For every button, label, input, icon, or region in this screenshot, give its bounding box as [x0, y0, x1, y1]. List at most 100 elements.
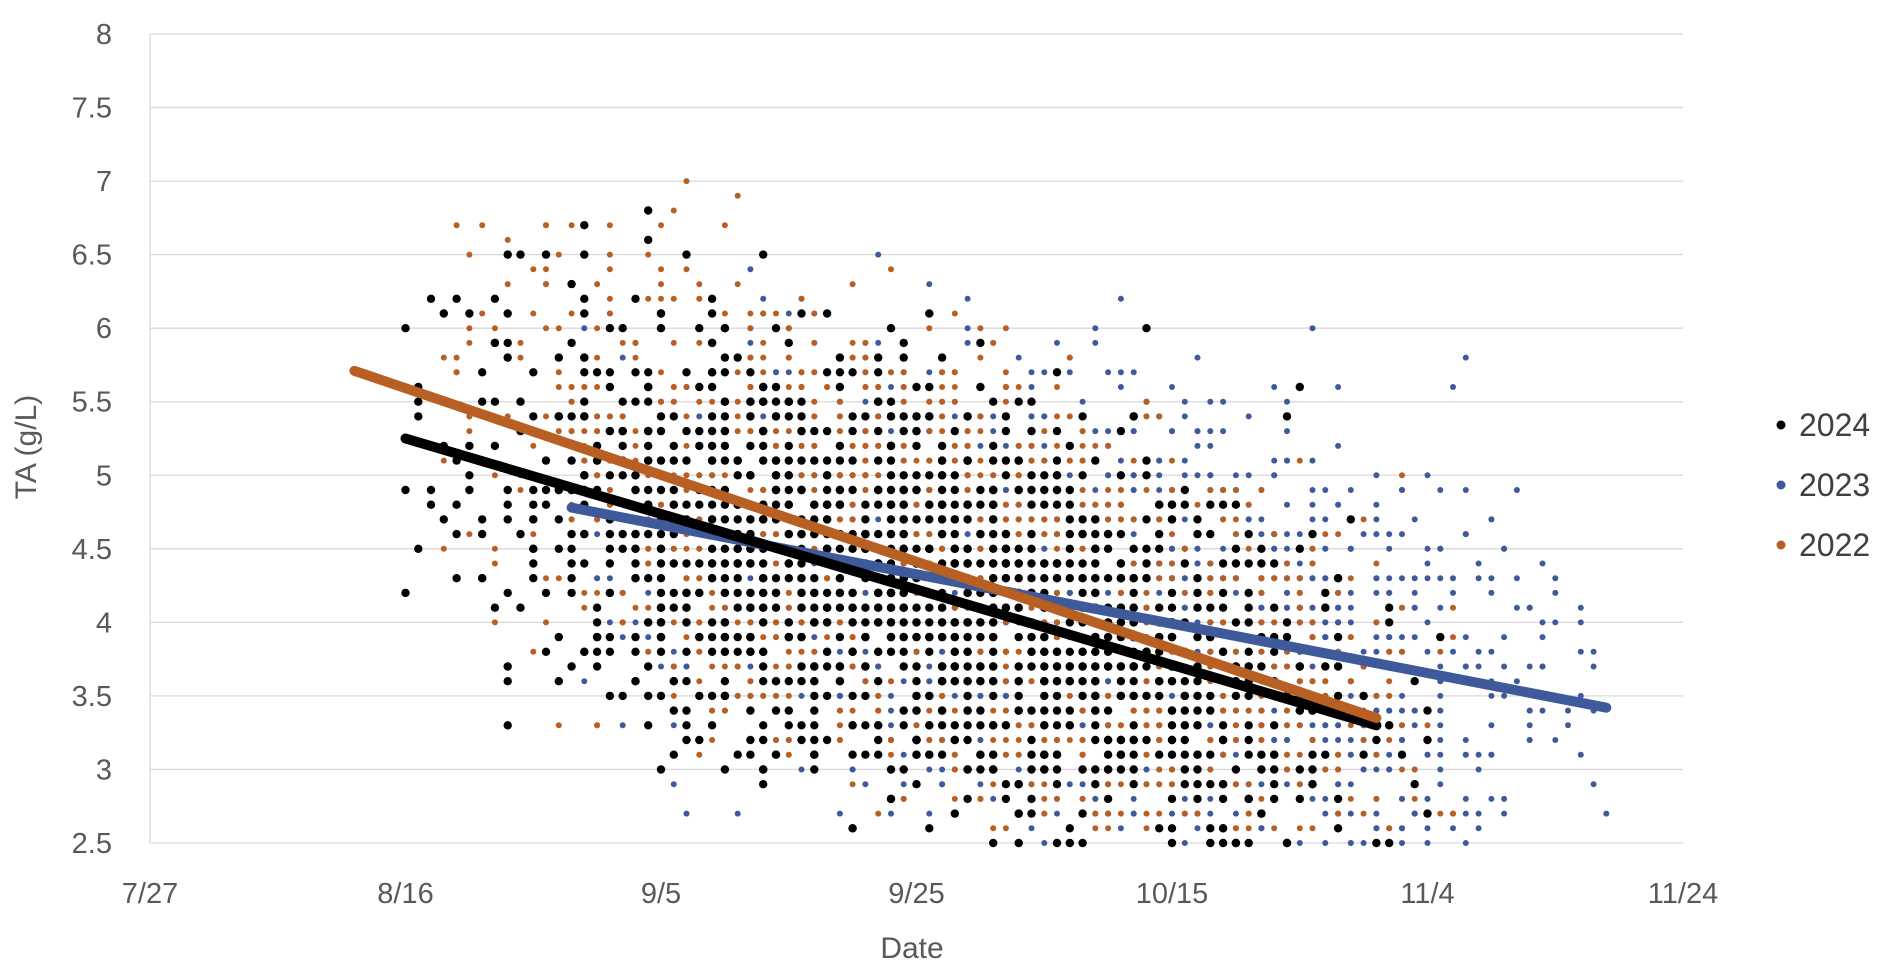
data-point-2024	[784, 529, 793, 539]
data-point-2024	[644, 721, 653, 730]
data-point-2024	[1180, 677, 1190, 686]
data-point-2024	[989, 500, 998, 509]
data-point-2024	[874, 750, 883, 759]
data-point-2022	[1169, 766, 1175, 773]
data-point-2022	[645, 295, 652, 302]
data-point-2023	[888, 810, 894, 817]
data-point-2022	[721, 707, 728, 714]
data-point-2023	[1347, 751, 1354, 758]
data-point-2023	[1475, 663, 1482, 670]
data-point-2024	[899, 632, 908, 642]
data-point-2024	[899, 721, 908, 730]
data-point-2023	[1488, 589, 1495, 596]
data-point-2024	[925, 382, 934, 392]
data-point-2024	[886, 515, 896, 524]
data-point-2023	[1373, 501, 1380, 508]
data-point-2024	[912, 691, 921, 701]
data-point-2024	[1091, 559, 1100, 568]
data-point-2022	[645, 545, 652, 552]
data-point-2022	[1360, 737, 1367, 743]
data-point-2024	[989, 677, 998, 686]
data-point-2022	[862, 354, 869, 361]
data-point-2022	[836, 413, 843, 420]
data-point-2022	[543, 325, 549, 332]
data-point-2024	[567, 279, 576, 289]
data-point-2024	[529, 412, 538, 421]
data-point-2023	[1437, 545, 1444, 552]
data-point-2022	[836, 398, 843, 405]
data-point-2024	[1027, 485, 1036, 495]
data-point-2024	[592, 647, 602, 656]
data-point-2023	[1424, 575, 1431, 582]
data-point-2023	[1590, 781, 1597, 788]
data-point-2024	[1372, 735, 1381, 745]
data-point-2023	[1245, 516, 1252, 523]
data-point-2022	[951, 457, 958, 464]
data-point-2023	[1513, 678, 1520, 685]
data-point-2022	[977, 428, 984, 435]
data-point-2024	[1027, 559, 1036, 568]
data-point-2023	[836, 810, 843, 817]
data-point-2024	[1078, 677, 1087, 686]
data-point-2023	[747, 266, 754, 273]
data-point-2022	[1220, 751, 1227, 758]
data-point-2023	[1041, 545, 1048, 552]
data-point-2024	[861, 500, 870, 509]
data-point-2023	[836, 692, 843, 699]
data-point-2022	[645, 251, 652, 258]
data-point-2023	[1271, 737, 1278, 743]
data-point-2023	[1462, 487, 1469, 493]
data-point-2024	[580, 647, 589, 656]
data-point-2024	[503, 515, 512, 524]
data-point-2022	[517, 487, 524, 493]
data-point-2022	[1232, 531, 1239, 538]
data-point-2024	[1052, 426, 1062, 436]
data-point-2024	[1333, 691, 1343, 701]
data-point-2022	[1245, 781, 1252, 788]
data-point-2024	[1129, 765, 1138, 774]
data-point-2024	[720, 765, 730, 774]
data-point-2022	[1117, 810, 1124, 817]
data-point-2024	[797, 397, 806, 406]
data-point-2022	[939, 545, 946, 552]
data-point-2022	[1117, 487, 1124, 493]
data-point-2024	[937, 353, 947, 362]
data-point-2024	[1142, 559, 1151, 568]
data-point-2022	[888, 369, 894, 376]
data-point-2024	[605, 544, 615, 553]
data-point-2024	[912, 632, 921, 642]
data-point-2024	[963, 662, 972, 671]
data-point-2022	[1143, 678, 1150, 685]
data-point-2022	[977, 413, 984, 420]
data-point-2024	[797, 735, 806, 745]
data-point-2023	[1105, 428, 1112, 435]
data-point-2024	[1218, 838, 1228, 848]
data-point-2022	[1207, 737, 1214, 743]
data-point-2023	[1399, 634, 1405, 641]
data-point-2023	[1539, 707, 1546, 714]
data-point-2024	[656, 309, 666, 318]
data-point-2024	[874, 456, 883, 465]
data-point-2022	[1399, 472, 1405, 479]
data-point-2022	[1156, 707, 1163, 714]
data-point-2022	[1181, 810, 1188, 817]
data-point-2024	[1142, 515, 1151, 524]
data-point-2024	[925, 309, 934, 318]
data-point-2023	[1373, 707, 1380, 714]
data-point-2022	[773, 634, 779, 641]
data-point-2022	[849, 354, 856, 361]
data-point-2022	[1450, 634, 1456, 641]
y-tick-label: 7	[96, 166, 112, 198]
data-point-2023	[747, 575, 754, 582]
data-point-2022	[939, 369, 946, 376]
data-point-2024	[835, 382, 845, 392]
data-point-2023	[1309, 516, 1316, 523]
data-point-2023	[1054, 339, 1060, 346]
data-point-2023	[1296, 560, 1303, 567]
data-point-2023	[1347, 840, 1354, 846]
data-point-2024	[1065, 618, 1075, 627]
data-point-2022	[670, 339, 677, 346]
data-point-2022	[1220, 692, 1227, 699]
data-point-2023	[1424, 545, 1431, 552]
